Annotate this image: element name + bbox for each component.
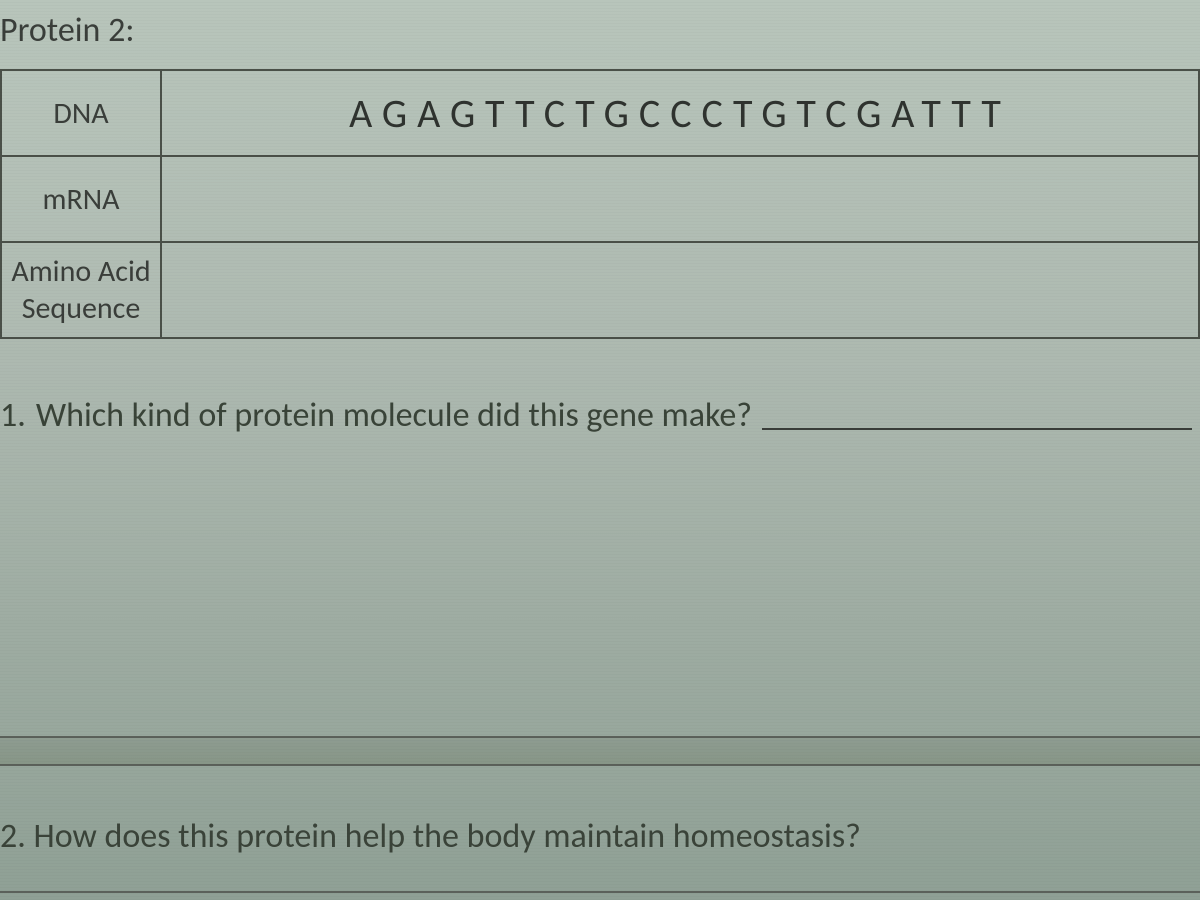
row-label-dna: DNA <box>1 70 161 156</box>
row-value-dna: AGAGTTCTGCCCTGTCGATTT <box>161 70 1199 156</box>
table-row: mRNA <box>1 156 1199 242</box>
row-value-amino[interactable] <box>161 242 1199 338</box>
table-row: Amino Acid Sequence <box>1 242 1199 338</box>
section-divider <box>0 736 1200 766</box>
worksheet-page: Protein 2: DNA AGAGTTCTGCCCTGTCGATTT mRN… <box>0 0 1200 893</box>
question-number: 2. <box>0 816 26 857</box>
question-text: How does this protein help the body main… <box>34 816 861 857</box>
question-1-block: 1. Which kind of protein molecule did th… <box>0 339 1200 436</box>
row-value-mrna[interactable] <box>161 156 1199 242</box>
sequence-table: DNA AGAGTTCTGCCCTGTCGATTT mRNA Amino Aci… <box>0 69 1200 339</box>
question-2: 2. How does this protein help the body m… <box>0 816 1200 857</box>
section-heading: Protein 2: <box>0 10 1200 69</box>
question-number: 1. <box>0 395 26 436</box>
answer-rule <box>0 891 1200 893</box>
table-row: DNA AGAGTTCTGCCCTGTCGATTT <box>1 70 1199 156</box>
question-2-block: 2. How does this protein help the body m… <box>0 766 1200 893</box>
row-label-amino: Amino Acid Sequence <box>1 242 161 338</box>
question-text: Which kind of protein molecule did this … <box>36 395 752 436</box>
row-label-mrna: mRNA <box>1 156 161 242</box>
question-1: 1. Which kind of protein molecule did th… <box>0 395 1200 436</box>
answer-blank[interactable] <box>762 428 1192 430</box>
